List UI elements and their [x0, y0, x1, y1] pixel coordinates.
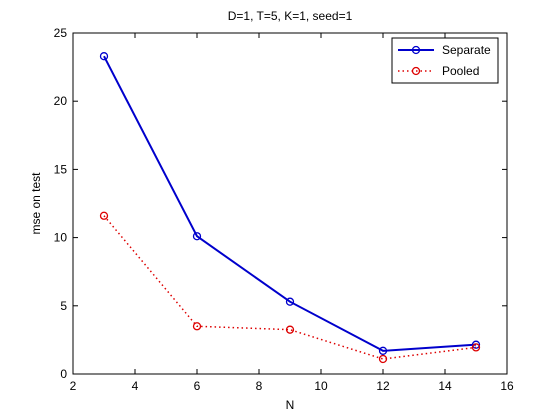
x-tick-label-6: 14 [438, 379, 452, 393]
y-tick-label-3: 15 [54, 162, 68, 176]
point-pooled-0 [99, 211, 109, 220]
x-axis-label: N [286, 398, 295, 412]
x-tick-label-3: 8 [256, 379, 263, 393]
x-tick-label-0: 2 [70, 379, 77, 393]
point-pooled-4 [471, 343, 481, 352]
point-pooled-1 [192, 322, 202, 331]
y-axis-label: mse on test [29, 172, 43, 235]
x-tick-label-7: 16 [500, 379, 514, 393]
series-line-separate [103, 55, 477, 352]
legend-marker-pooled [411, 66, 421, 76]
point-separate-0 [99, 52, 109, 61]
axis-ticks: 2 4 6 8 10 12 14 16 0 5 10 15 20 25 [54, 26, 514, 393]
series-layer [99, 52, 481, 364]
point-separate-1 [192, 232, 202, 241]
y-tick-label-5: 25 [54, 26, 68, 40]
x-tick-label-2: 6 [194, 379, 201, 393]
legend-box [391, 37, 499, 84]
x-tick-label-5: 12 [376, 379, 390, 393]
y-tick-label-1: 5 [60, 299, 67, 313]
point-separate-2 [285, 297, 295, 306]
point-separate-4 [471, 340, 481, 349]
x-tick-label-4: 10 [314, 379, 328, 393]
legend-label-separate: Separate [442, 43, 491, 57]
x-tick-label-1: 4 [132, 379, 139, 393]
legend-marker-separate [411, 45, 421, 55]
chart-title: D=1, T=5, K=1, seed=1 [228, 9, 353, 23]
y-tick-label-2: 10 [54, 231, 68, 245]
legend-label-pooled: Pooled [442, 64, 479, 78]
point-pooled-3 [378, 354, 388, 364]
point-pooled-2 [285, 325, 295, 334]
y-tick-label-0: 0 [60, 367, 67, 381]
point-separate-3 [378, 346, 388, 355]
plot-area [72, 32, 508, 375]
y-tick-label-4: 20 [54, 94, 68, 108]
legend: Separate Pooled [391, 37, 499, 84]
